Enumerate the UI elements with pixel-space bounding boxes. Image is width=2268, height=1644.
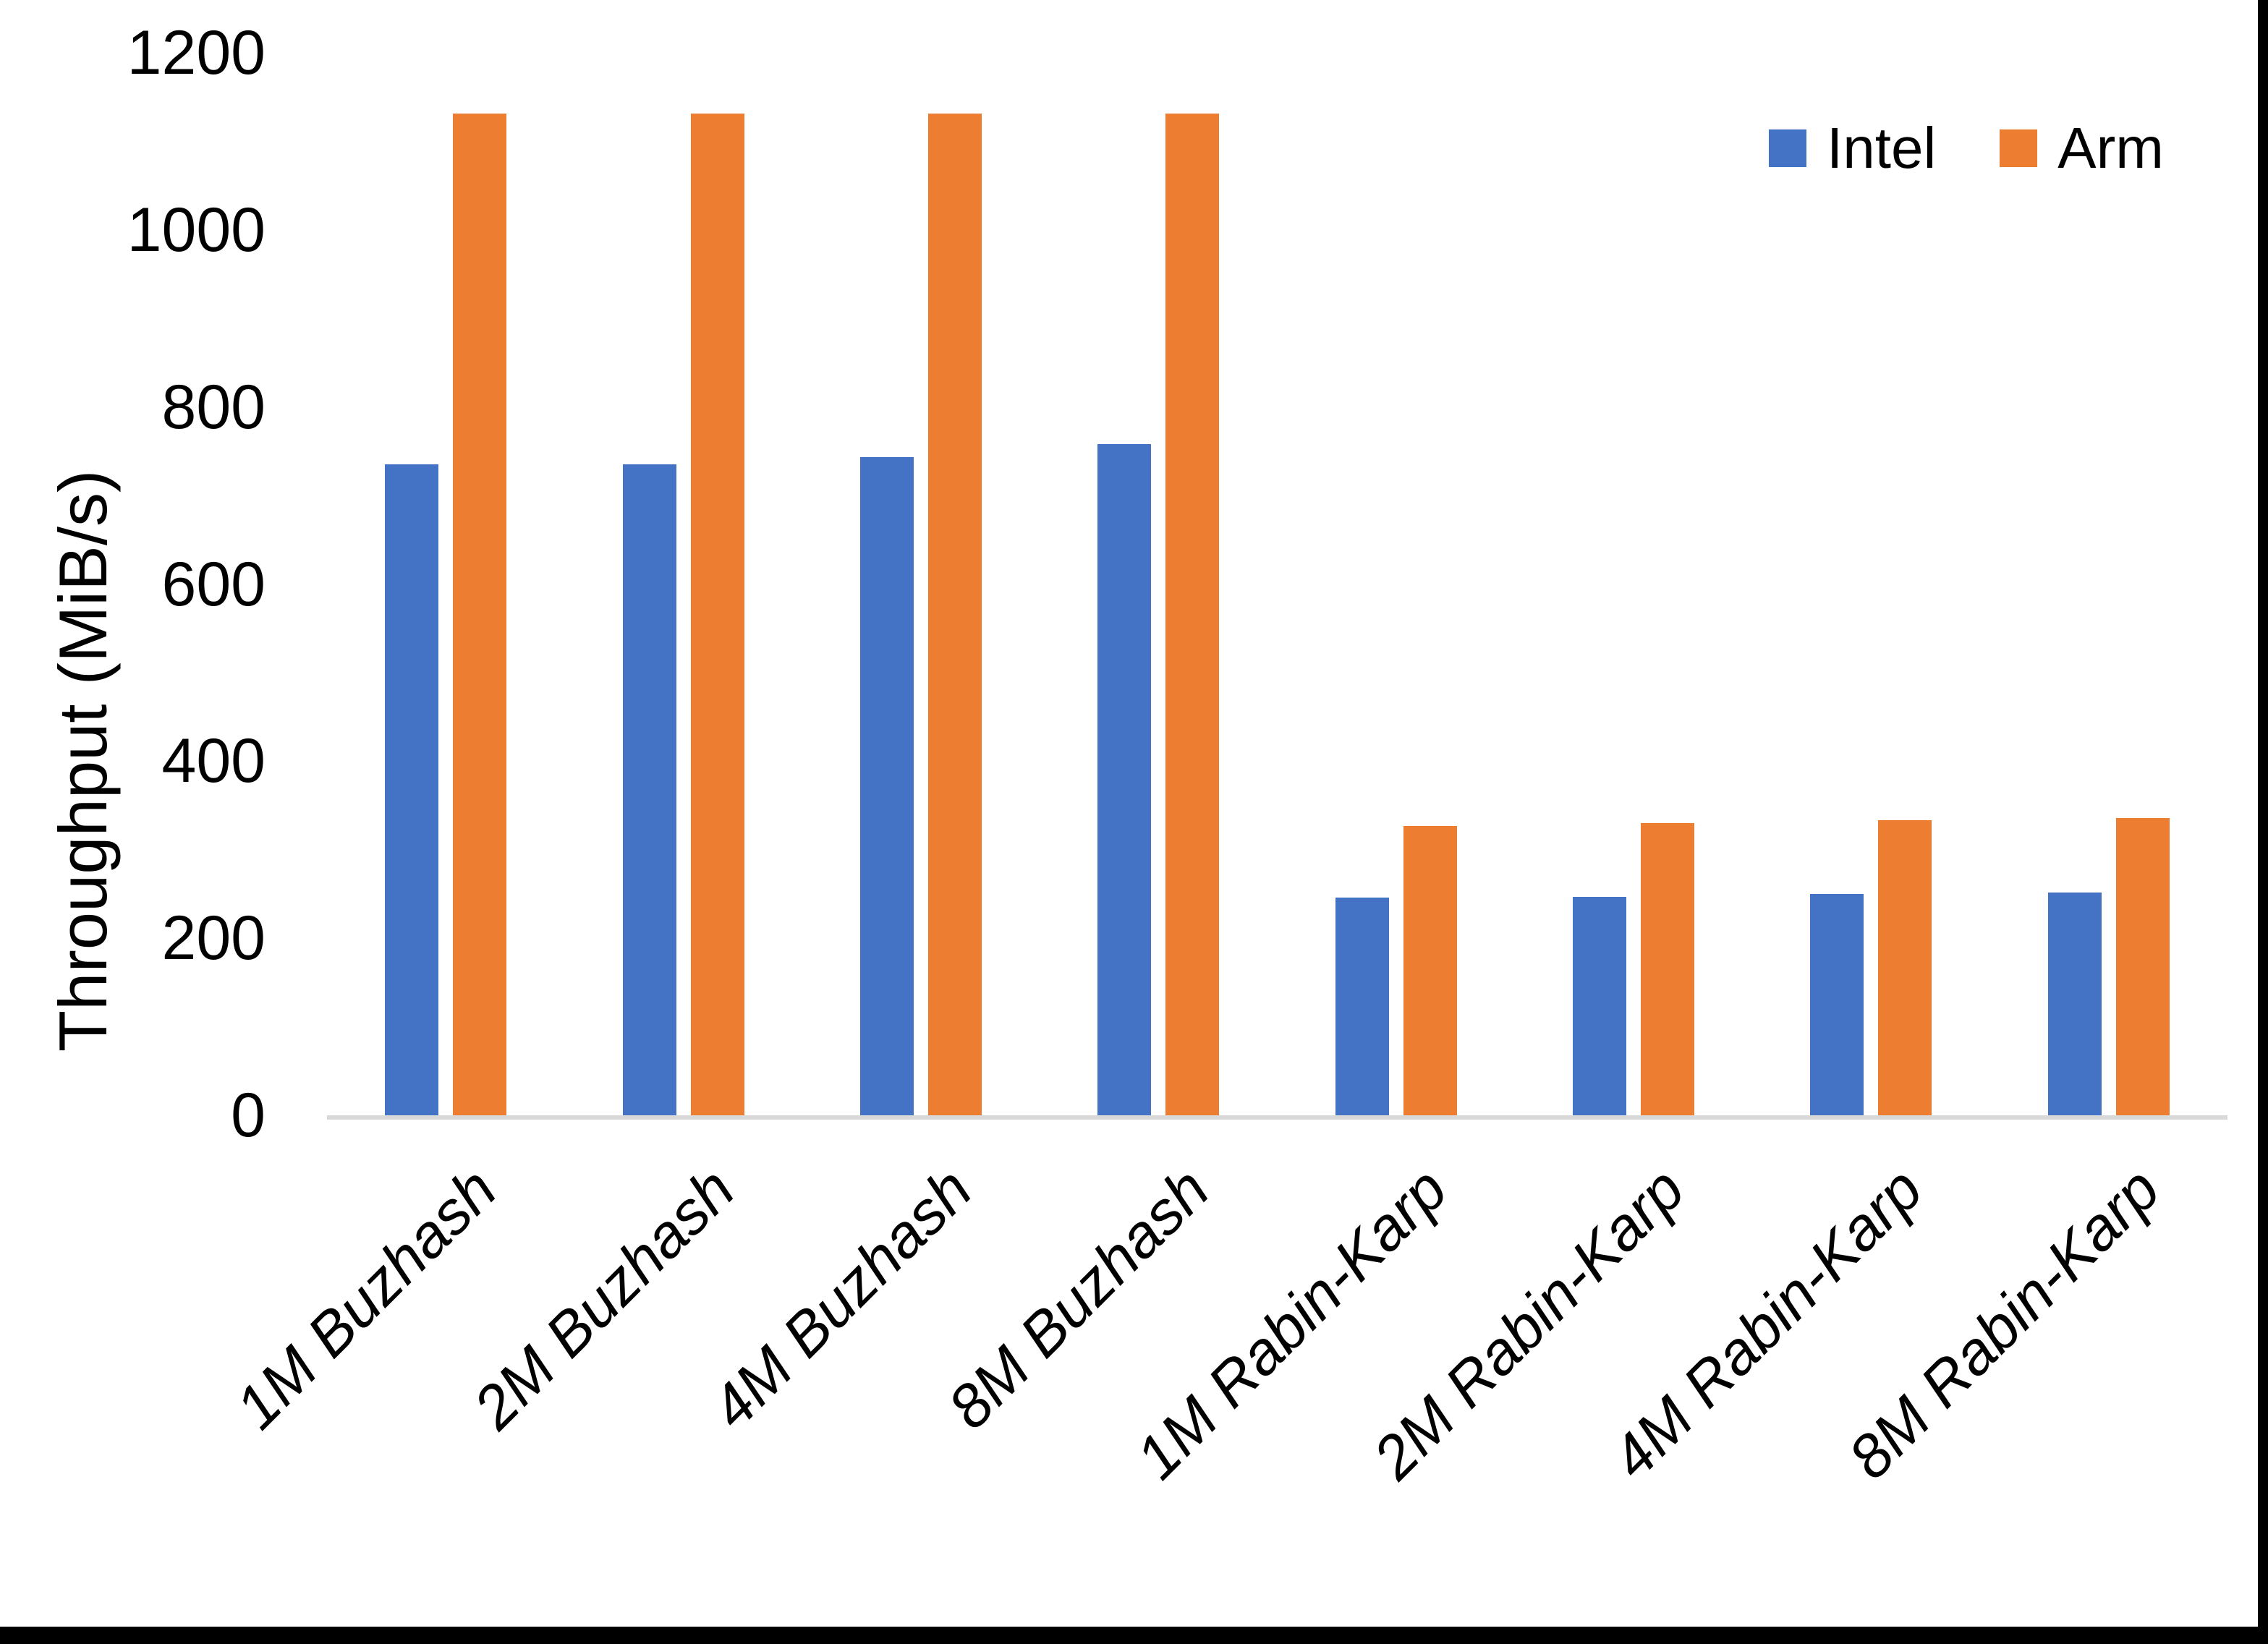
legend-label-arm: Arm (2057, 116, 2164, 180)
y-tick-label-1200: 1200 (127, 18, 266, 88)
bar-intel-2m-rabin-karp (1573, 896, 1627, 1115)
legend-label-intel: Intel (1827, 116, 1937, 180)
y-tick-label-800: 800 (161, 372, 266, 442)
bar-intel-8m-rabin-karp (2047, 892, 2102, 1115)
y-tick-label-0: 0 (231, 1081, 266, 1150)
bar-intel-8m-buzhash (1097, 444, 1152, 1115)
y-tick-label-400: 400 (161, 726, 266, 796)
legend-swatch-intel (1769, 129, 1806, 167)
bar-arm-8m-buzhash (1165, 114, 1220, 1115)
bar-arm-2m-buzhash (690, 114, 744, 1115)
bar-intel-1m-buzhash (385, 464, 439, 1115)
bar-arm-8m-rabin-karp (2115, 817, 2170, 1115)
bar-intel-2m-buzhash (622, 464, 676, 1115)
legend-swatch-arm (2000, 129, 2038, 167)
bar-arm-2m-rabin-karp (1641, 823, 1695, 1115)
bar-intel-4m-rabin-karp (1810, 893, 1864, 1115)
bottom-border (0, 1627, 2268, 1644)
bar-arm-4m-rabin-karp (1878, 820, 1932, 1115)
y-tick-label-1000: 1000 (127, 195, 266, 265)
bar-intel-1m-rabin-karp (1335, 897, 1389, 1115)
legend-item-intel: Intel (1769, 119, 1936, 177)
bar-arm-1m-rabin-karp (1403, 825, 1457, 1115)
bar-arm-1m-buzhash (453, 114, 507, 1115)
legend: Intel Arm (1769, 119, 2164, 177)
x-axis-line (327, 1115, 2227, 1120)
y-tick-label-200: 200 (161, 903, 266, 974)
bar-arm-4m-buzhash (927, 114, 982, 1115)
right-border (2258, 0, 2268, 1644)
legend-item-arm: Arm (2000, 119, 2164, 177)
y-tick-label-600: 600 (161, 549, 266, 619)
bar-intel-4m-buzhash (859, 457, 914, 1115)
